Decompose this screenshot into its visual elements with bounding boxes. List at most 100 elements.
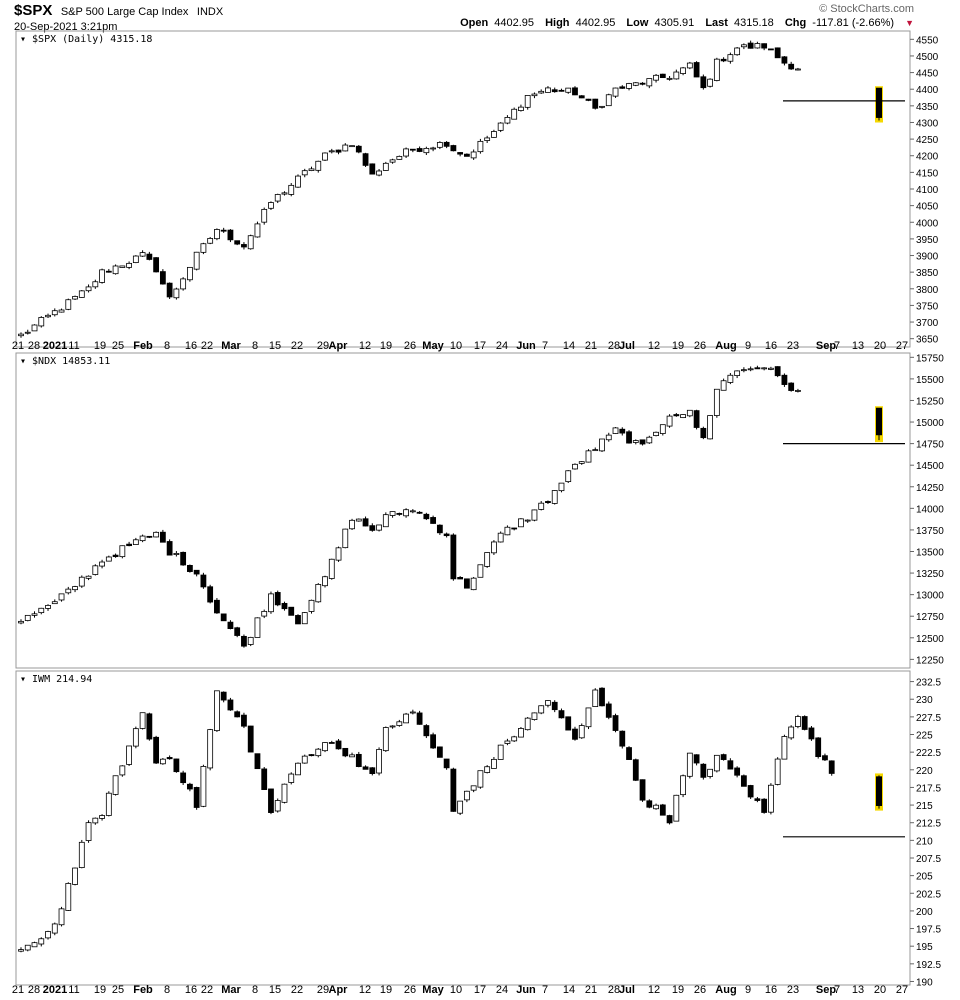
candle	[322, 742, 328, 752]
candle	[484, 137, 491, 141]
candle	[788, 726, 795, 739]
y-tick-label: 4350	[916, 102, 939, 113]
candle	[531, 93, 538, 97]
x-tick-label: Apr	[329, 984, 349, 996]
y-tick-label: 215	[916, 801, 933, 812]
y-tick-label: 4400	[916, 85, 939, 96]
x-tick-label: 28	[28, 984, 40, 996]
y-tick-label: 15750	[916, 353, 944, 364]
candle	[720, 754, 727, 760]
x-tick-label: 15	[269, 340, 281, 352]
candle	[132, 539, 139, 545]
candle	[369, 525, 376, 531]
candle	[328, 742, 335, 744]
candle	[99, 815, 105, 819]
x-tick-label: 20	[874, 340, 886, 352]
chart-header: $SPX S&P 500 Large Cap Index INDX © Stoc…	[14, 2, 914, 19]
candle	[592, 689, 599, 708]
candle	[497, 532, 504, 543]
candle	[281, 192, 288, 195]
candle	[686, 62, 693, 69]
candle	[430, 147, 437, 150]
x-tick-label: 21	[585, 984, 597, 996]
timestamp: 20-Sep-2021 3:21pm	[14, 21, 118, 33]
candle	[72, 296, 78, 300]
candle	[761, 367, 768, 370]
x-tick-label: 13	[852, 984, 864, 996]
y-tick-label: 4550	[916, 35, 939, 46]
last-candle	[876, 407, 882, 436]
y-tick-label: 15250	[916, 396, 944, 407]
candle	[632, 759, 639, 781]
candle	[112, 265, 119, 275]
candle	[680, 775, 686, 796]
candle	[558, 89, 565, 92]
candle	[281, 602, 288, 610]
candle	[619, 730, 626, 747]
candle	[551, 490, 558, 504]
candle	[707, 78, 714, 87]
candle	[159, 271, 166, 285]
y-tick-label: 210	[916, 836, 933, 847]
candle	[227, 229, 234, 241]
x-tick-label: 14	[563, 984, 575, 996]
y-tick-label: 4500	[916, 52, 939, 63]
candle	[58, 908, 65, 926]
y-tick-label: 13750	[916, 526, 944, 537]
candle	[214, 599, 220, 614]
candle	[666, 815, 673, 824]
candle	[254, 617, 261, 638]
candle	[828, 760, 835, 774]
candle	[578, 725, 585, 739]
candle	[112, 775, 119, 795]
candle	[423, 147, 430, 154]
candle	[342, 747, 349, 757]
y-tick-label: 225	[916, 731, 933, 742]
candle	[599, 687, 605, 707]
x-tick-label: 12	[648, 340, 660, 352]
candle	[301, 612, 308, 625]
candle	[572, 463, 578, 470]
y-tick-label: 12750	[916, 612, 944, 623]
candle	[822, 755, 828, 761]
y-tick-label: 12500	[916, 634, 944, 645]
candle	[659, 73, 666, 79]
candle	[85, 822, 92, 841]
candle	[126, 262, 132, 268]
candle	[470, 785, 477, 791]
candle	[78, 841, 85, 868]
candle	[45, 931, 51, 939]
x-tick-label: 17	[474, 984, 486, 996]
candle	[396, 721, 403, 726]
candle	[700, 76, 707, 89]
y-tick-label: 200	[916, 907, 933, 918]
x-tick-label: 10	[450, 984, 462, 996]
candle	[531, 712, 538, 720]
candle	[355, 753, 362, 767]
candle	[497, 744, 504, 760]
y-tick-label: 202.5	[916, 889, 941, 900]
candle	[599, 105, 605, 108]
candle	[24, 614, 31, 621]
candle	[727, 54, 734, 62]
candle	[497, 122, 504, 131]
candle	[362, 518, 369, 527]
candle	[295, 615, 301, 625]
candle	[193, 787, 200, 808]
candle	[768, 48, 774, 51]
candle	[484, 766, 491, 773]
x-tick-label: 24	[496, 984, 508, 996]
candle	[396, 513, 403, 515]
candle	[65, 299, 72, 310]
x-tick-label: 21	[585, 340, 597, 352]
candle	[740, 775, 747, 787]
candle	[119, 265, 126, 268]
last-candle	[876, 87, 882, 118]
candle	[322, 152, 328, 161]
candle	[734, 767, 741, 776]
candle	[795, 68, 801, 71]
candle	[551, 701, 558, 711]
candle	[247, 725, 254, 753]
candle	[801, 716, 808, 730]
candle	[538, 705, 545, 714]
